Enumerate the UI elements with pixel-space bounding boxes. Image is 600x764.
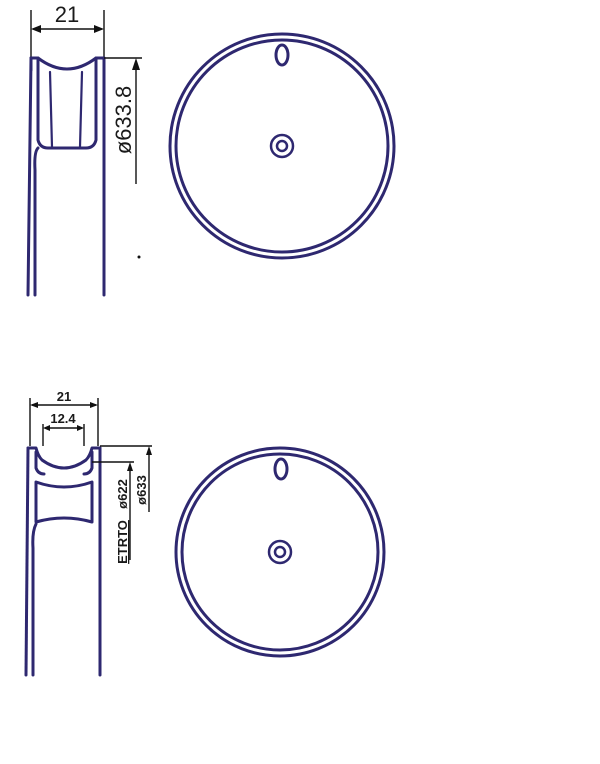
top-valve-hole	[274, 43, 290, 67]
bottom-diameter-633-label: ø633	[134, 475, 149, 505]
bottom-outer-width-label: 21	[57, 389, 71, 404]
top-rim-profile: 21	[26, 2, 106, 297]
top-diameter-label: ø633.8	[111, 86, 136, 155]
bottom-inner-width-label: 12.4	[50, 411, 76, 426]
bottom-rim-profile: 21 12.4	[24, 389, 102, 677]
etrto-label: ETRTO	[115, 520, 130, 564]
bottom-valve-hole	[273, 457, 289, 481]
top-diameter-dimension: ø633.8	[104, 57, 142, 259]
bottom-diameter-dimensions: ø633 ø622 ETRTO	[92, 445, 152, 564]
top-wheel-circle	[168, 32, 396, 260]
top-width-label: 21	[55, 2, 79, 27]
bottom-diameter-622-label: ø622	[115, 479, 130, 509]
bottom-wheel-circle	[174, 446, 386, 658]
